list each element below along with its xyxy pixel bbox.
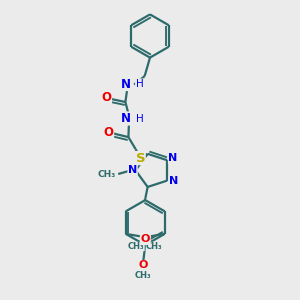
Text: CH₃: CH₃ [134, 271, 151, 280]
Text: CH₃: CH₃ [146, 242, 163, 251]
Text: O: O [101, 91, 112, 104]
Text: H: H [136, 79, 143, 89]
Text: N: N [169, 153, 178, 164]
Text: CH₃: CH₃ [98, 170, 116, 179]
Text: N: N [121, 77, 131, 91]
Text: H: H [136, 113, 144, 124]
Text: N: N [128, 165, 137, 175]
Text: N: N [169, 176, 178, 186]
Text: O: O [103, 126, 114, 139]
Text: CH₃: CH₃ [128, 242, 145, 251]
Text: O: O [140, 234, 150, 244]
Text: O: O [141, 234, 150, 244]
Text: S: S [136, 152, 145, 165]
Text: N: N [121, 112, 131, 125]
Text: O: O [138, 260, 148, 271]
